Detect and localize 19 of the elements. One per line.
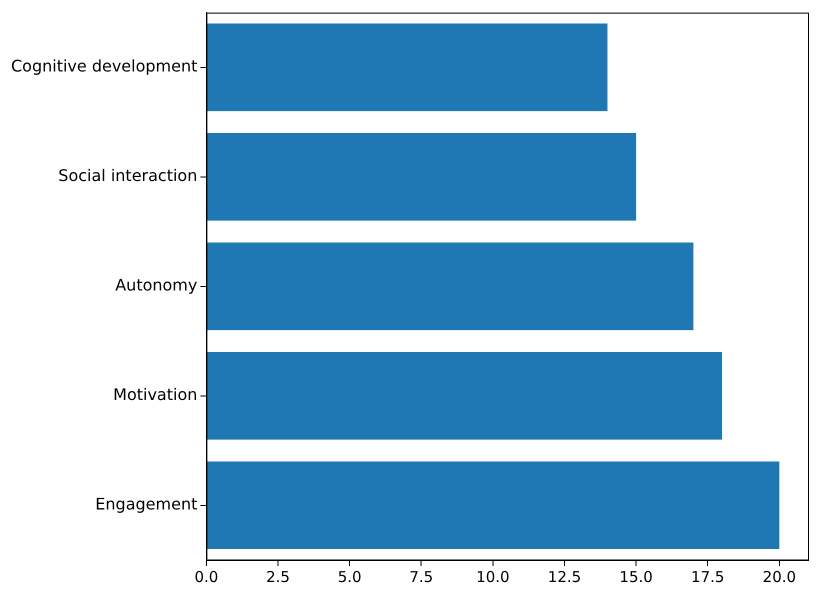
x-tick-label: 2.5 bbox=[266, 568, 290, 586]
x-tick-label: 15.0 bbox=[619, 568, 653, 586]
y-tick-label: Cognitive development bbox=[10, 56, 198, 76]
y-tick-label: Social interaction bbox=[58, 166, 198, 185]
bar bbox=[206, 461, 780, 550]
x-tick-label: 0.0 bbox=[194, 568, 218, 586]
x-tick-label: 20.0 bbox=[762, 568, 796, 586]
y-tick-label: Autonomy bbox=[115, 275, 198, 294]
bar bbox=[206, 133, 636, 221]
bar bbox=[206, 242, 694, 330]
x-tick-label: 17.5 bbox=[691, 568, 724, 586]
x-tick-label: 10.0 bbox=[476, 568, 510, 586]
x-tick-label: 7.5 bbox=[409, 568, 434, 586]
bar bbox=[206, 24, 608, 112]
bar bbox=[206, 352, 722, 440]
y-tick-label: Motivation bbox=[113, 384, 198, 404]
y-tick-label: Engagement bbox=[95, 494, 198, 514]
x-tick-label: 5.0 bbox=[338, 568, 362, 586]
x-tick-label: 12.5 bbox=[548, 568, 582, 586]
